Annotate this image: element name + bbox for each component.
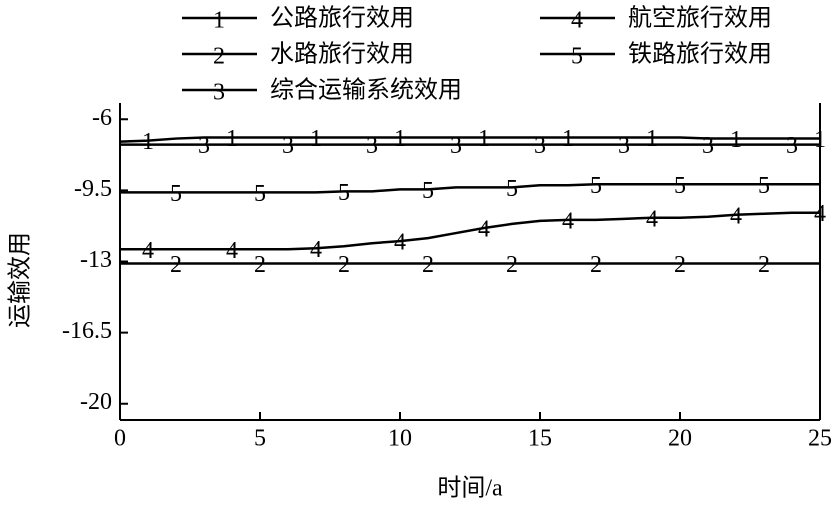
- line-marker: 2: [338, 252, 350, 278]
- line-marker: 2: [170, 252, 182, 278]
- line-marker: 1: [310, 126, 322, 152]
- legend-label: 铁路旅行效用: [628, 41, 772, 68]
- line-marker: 3: [198, 133, 210, 159]
- line-marker: 4: [394, 230, 406, 256]
- line-marker: 3: [450, 133, 462, 159]
- legend-marker: 5: [571, 44, 583, 70]
- legend-label: 航空旅行效用: [628, 5, 772, 32]
- x-tick-label: 5: [254, 426, 266, 452]
- line-marker: 4: [226, 238, 238, 264]
- line-marker: 1: [478, 126, 490, 152]
- line-marker: 2: [422, 252, 434, 278]
- line-marker: 4: [646, 206, 658, 232]
- line-marker: 1: [226, 126, 238, 152]
- series-line: [119, 136, 820, 143]
- line-marker: 4: [478, 216, 490, 242]
- legend-marker: 3: [213, 80, 225, 106]
- x-axis-label: 时间/a: [437, 475, 503, 502]
- line-marker: 4: [562, 208, 574, 234]
- x-tick-label: 10: [388, 426, 412, 452]
- line-marker: 5: [170, 181, 182, 207]
- y-tick-label: -13: [80, 247, 112, 273]
- line-marker: 1: [562, 126, 574, 152]
- x-tick-label: 0: [114, 426, 126, 452]
- line-marker: 3: [282, 133, 294, 159]
- line-marker: 3: [702, 133, 714, 159]
- line-marker: 4: [814, 201, 826, 227]
- line-marker: 1: [646, 126, 658, 152]
- line-marker: 3: [366, 133, 378, 159]
- y-tick-label: -9.5: [74, 176, 112, 202]
- line-marker: 1: [730, 127, 742, 153]
- line-marker: 2: [758, 252, 770, 278]
- line-marker: 5: [758, 173, 770, 199]
- line-marker: 1: [142, 129, 154, 155]
- legend-marker: 2: [213, 44, 225, 70]
- y-axis-label: 运输效用: [7, 232, 34, 328]
- line-marker: 5: [590, 173, 602, 199]
- x-tick-label: 25: [808, 426, 832, 452]
- series-line: [120, 211, 820, 251]
- line-marker: 2: [590, 252, 602, 278]
- series-line: [120, 183, 820, 194]
- line-marker: 5: [422, 178, 434, 204]
- legend-label: 水路旅行效用: [270, 41, 414, 68]
- line-marker: 5: [506, 176, 518, 202]
- line-marker: 4: [142, 238, 154, 264]
- line-marker: 4: [730, 203, 742, 229]
- line-marker: 2: [674, 252, 686, 278]
- legend-marker: 1: [213, 8, 225, 34]
- line-marker: 5: [674, 173, 686, 199]
- line-marker: 3: [618, 133, 630, 159]
- line-marker: 2: [506, 252, 518, 278]
- y-tick-label: -20: [80, 389, 112, 415]
- line-marker: 4: [310, 237, 322, 263]
- line-marker: 3: [534, 133, 546, 159]
- y-tick-label: -6: [92, 105, 112, 131]
- line-marker: 3: [786, 133, 798, 159]
- line-marker: 5: [338, 180, 350, 206]
- x-tick-label: 15: [528, 426, 552, 452]
- line-marker: 2: [254, 252, 266, 278]
- line-marker: 1: [814, 127, 826, 153]
- legend-marker: 4: [571, 8, 583, 34]
- legend-label: 公路旅行效用: [270, 5, 414, 32]
- x-tick-label: 20: [668, 426, 692, 452]
- line-marker: 1: [394, 126, 406, 152]
- y-tick-label: -16.5: [62, 318, 112, 344]
- line-marker: 5: [254, 181, 266, 207]
- legend-label: 综合运输系统效用: [270, 77, 462, 104]
